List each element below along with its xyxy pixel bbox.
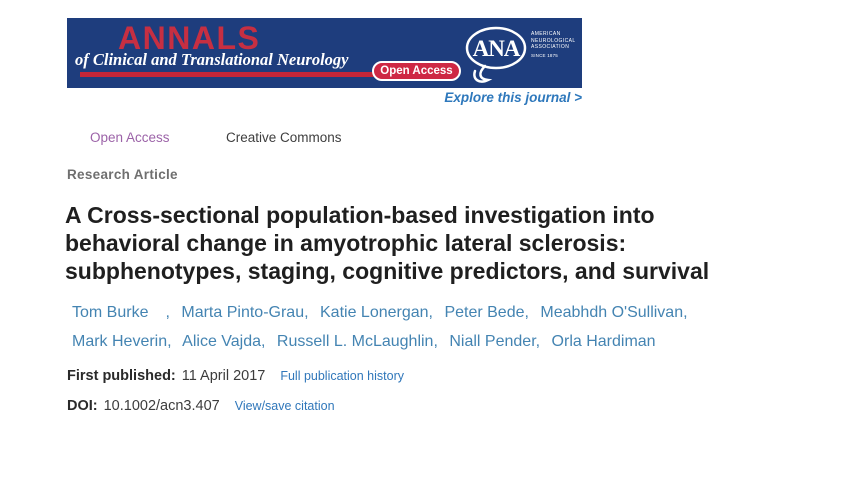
author-separator: ,	[433, 332, 438, 350]
first-published-label: First published:	[67, 368, 176, 384]
banner-red-rule	[80, 72, 375, 77]
journal-logo-wordmark: ANNALS	[118, 20, 261, 56]
first-published-row: First published: 11 April 2017 Full public…	[67, 368, 404, 384]
journal-banner[interactable]: ANNALS of Clinical and Translational Neu…	[67, 18, 582, 88]
author-link[interactable]: Russell L. McLaughlin	[276, 332, 434, 350]
author-separator: ,	[524, 304, 529, 321]
doi-label: DOI:	[67, 398, 98, 414]
association-line: American	[531, 31, 561, 37]
open-access-pill-badge: Open Access	[372, 61, 461, 81]
author-link[interactable]: Orla Hardiman	[551, 332, 656, 350]
author-separator: ,	[165, 304, 170, 321]
author-separator: ,	[428, 304, 433, 321]
author-link[interactable]: Meabhdh O'Sullivan	[540, 304, 684, 321]
article-type-label: Research Article	[67, 167, 178, 182]
doi-value: 10.1002/acn3.407	[103, 398, 220, 414]
journal-subtitle: of Clinical and Translational Neurology	[75, 50, 349, 69]
ana-logo-text: ANA	[473, 36, 521, 61]
view-save-citation-link[interactable]: View/save citation	[234, 399, 335, 413]
ana-brain-logo-icon: ANA	[459, 25, 531, 85]
association-line: Association	[531, 44, 570, 50]
author-link[interactable]: Tom Burke	[72, 304, 149, 321]
association-line: Neurological	[531, 37, 576, 44]
author-separator: ,	[683, 304, 688, 321]
author-separator: ,	[535, 332, 541, 350]
open-access-license-link[interactable]: Open Access	[90, 130, 170, 145]
article-title: A Cross-sectional population-based inves…	[65, 201, 825, 285]
article-title-line: A Cross-sectional population-based inves…	[65, 202, 655, 228]
author-link[interactable]: Mark Heverin	[72, 332, 168, 350]
author-separator: ,	[261, 332, 266, 350]
author-link[interactable]: Alice Vajda	[182, 332, 262, 350]
explore-journal-link[interactable]: Explore this journal >	[444, 90, 582, 105]
author-link[interactable]: Niall Pender	[449, 332, 536, 350]
article-title-line: behavioral change in amyotrophic lateral…	[65, 230, 627, 256]
association-since: since 1875	[531, 52, 559, 58]
author-separator: ,	[304, 304, 309, 321]
first-published-date: 11 April 2017	[181, 368, 266, 384]
ana-association-name: American Neurological Association since …	[531, 31, 576, 59]
doi-row: DOI: 10.1002/acn3.407 View/save citation	[67, 398, 335, 414]
author-link[interactable]: Marta Pinto-Grau	[181, 304, 305, 321]
creative-commons-license-link[interactable]: Creative Commons	[226, 130, 342, 145]
article-title-line: subphenotypes, staging, cognitive predic…	[65, 258, 710, 284]
author-list: Tom Burke, Marta Pinto-Grau, Katie Loner…	[72, 299, 717, 356]
author-separator: ,	[167, 332, 172, 350]
author-link[interactable]: Peter Bede	[444, 304, 525, 321]
full-publication-history-link[interactable]: Full publication history	[280, 369, 404, 383]
author-link[interactable]: Katie Lonergan	[320, 304, 429, 321]
